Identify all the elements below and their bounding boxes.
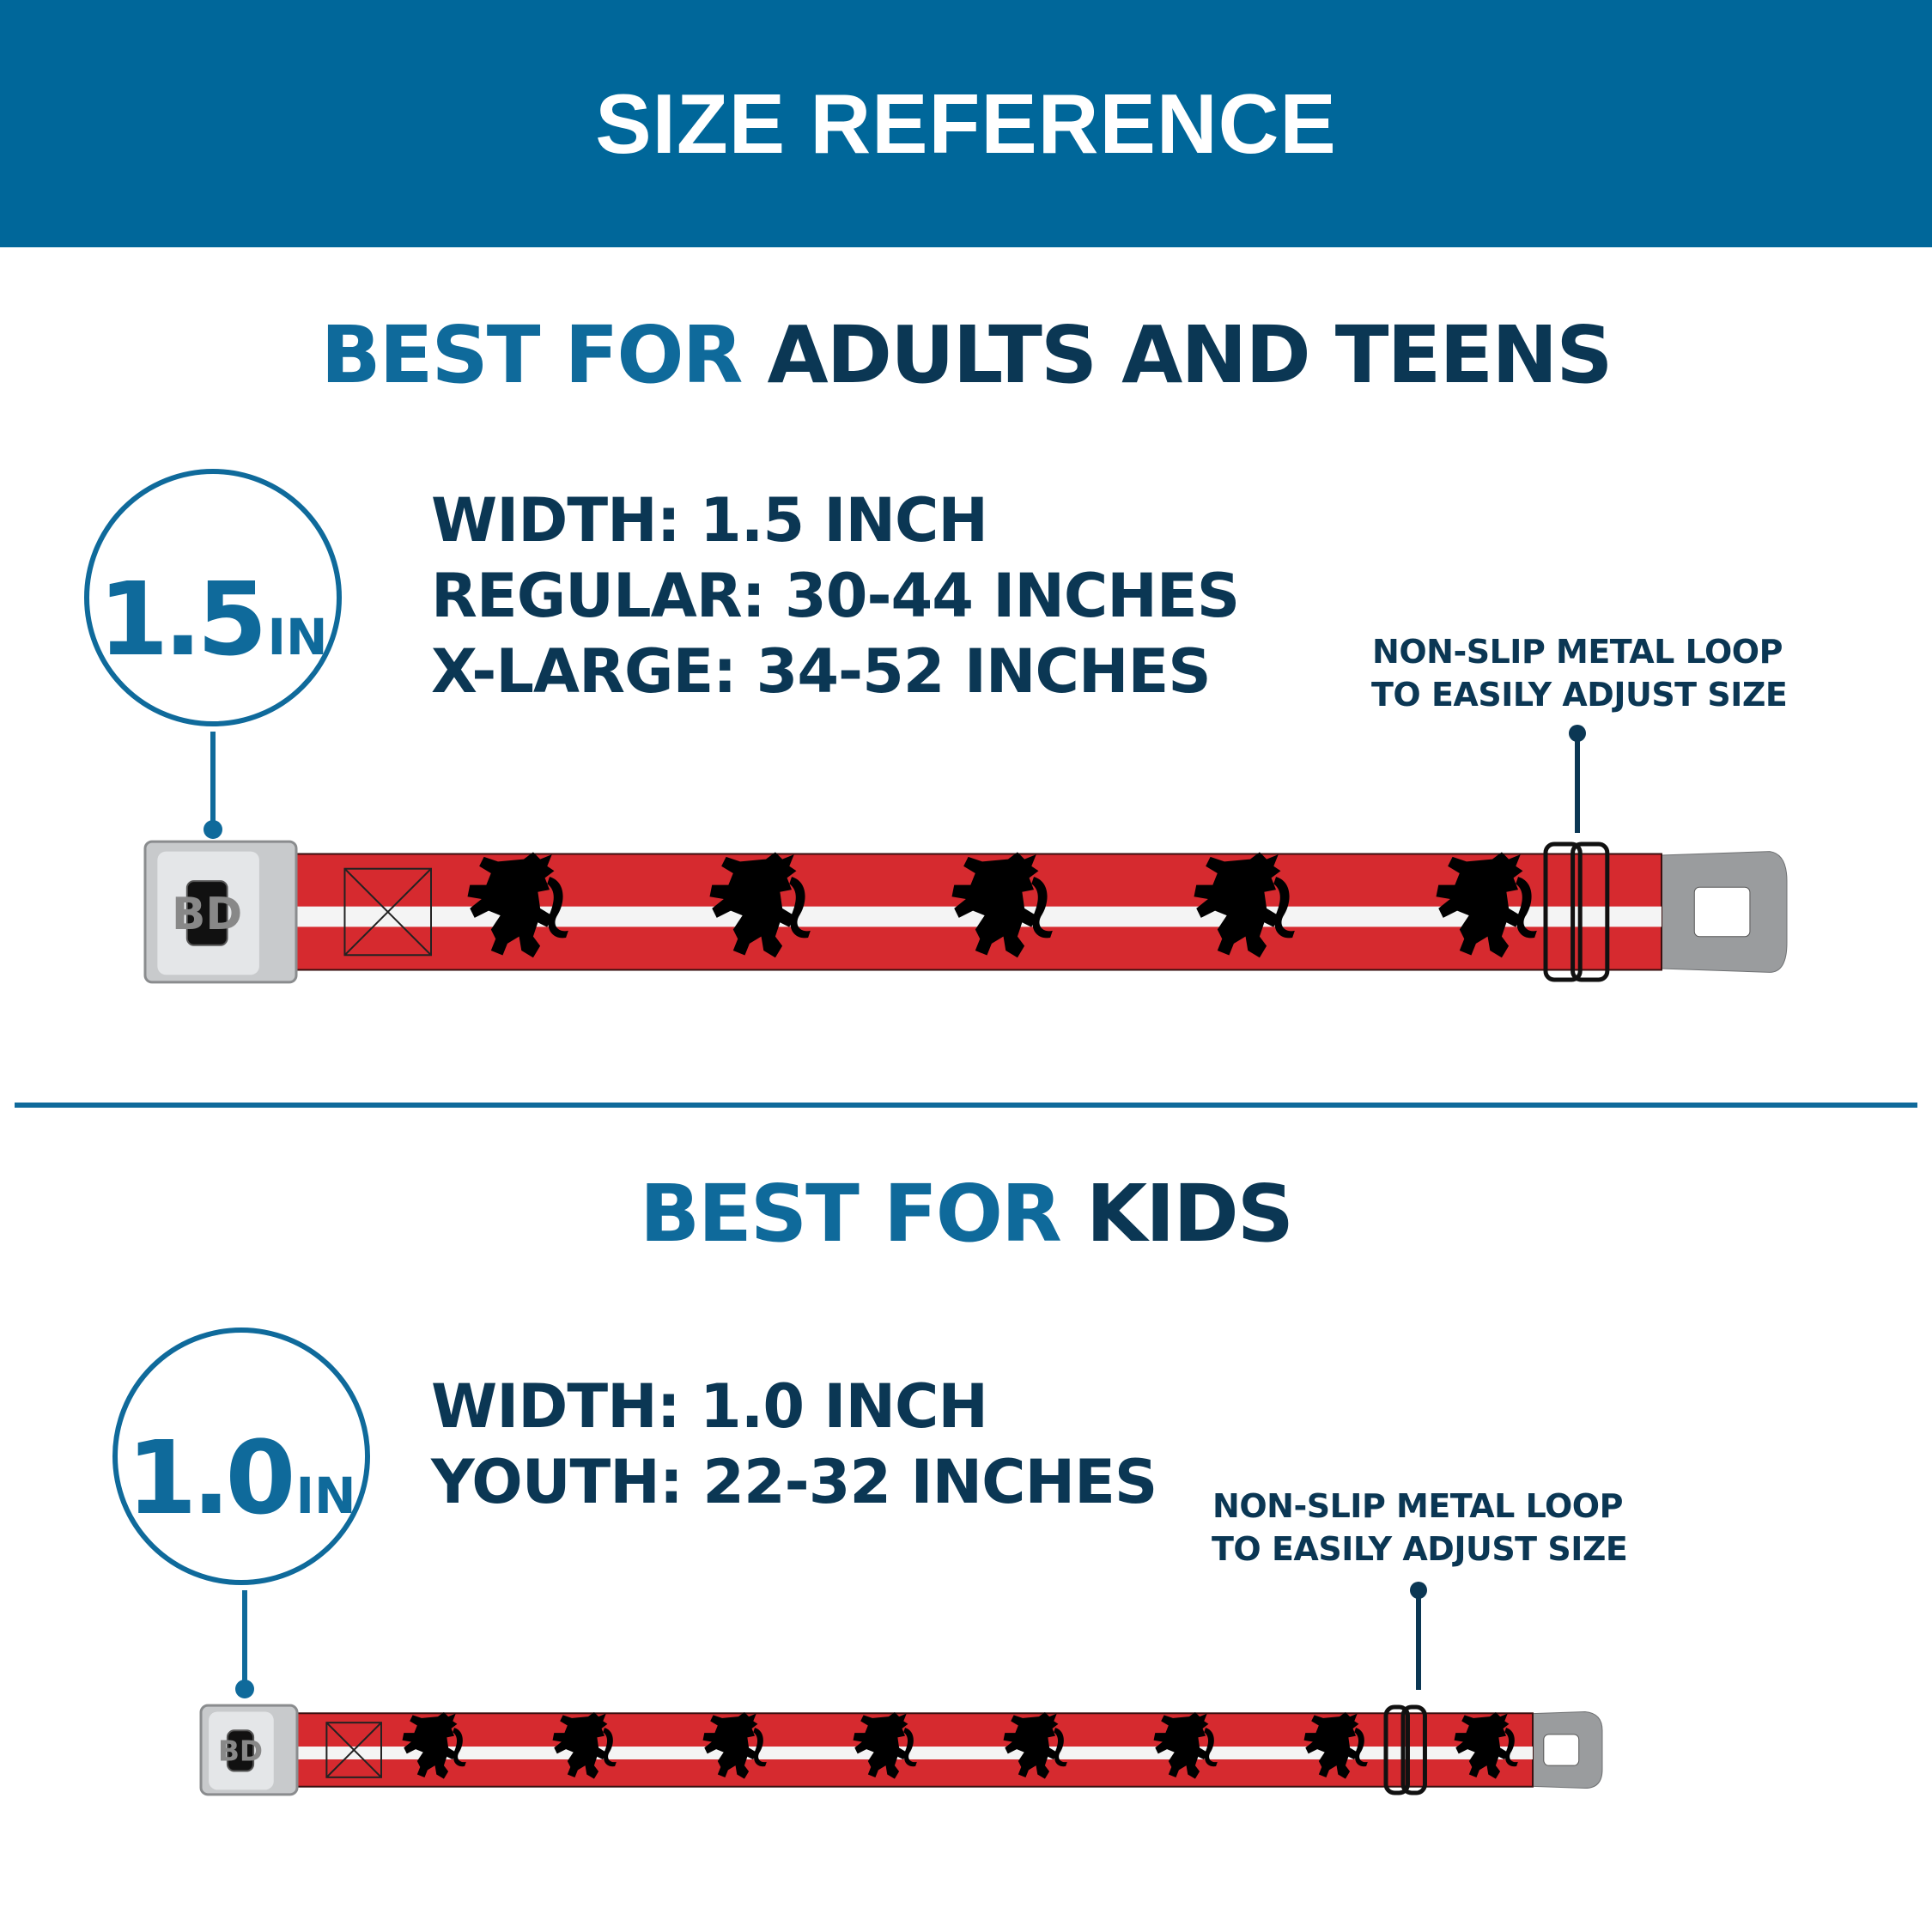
spec-width: WIDTH: 1.5 INCH	[431, 485, 988, 556]
lion-icon	[853, 1711, 917, 1779]
lion-shape	[467, 852, 568, 958]
kids-specs: WIDTH: 1.0 INCH YOUTH: 22-32 INCHES	[431, 1369, 1157, 1520]
buckle-logo-icon: BD	[172, 889, 242, 940]
tip-slot	[1543, 1734, 1580, 1766]
lion-shape	[709, 852, 811, 958]
badge-number: 1.5	[98, 560, 267, 678]
spec-width: WIDTH: 1.0 INCH	[431, 1371, 988, 1442]
lion-icon	[1454, 1711, 1518, 1779]
callout-line-1: NON-SLIP METAL LOOP	[1372, 633, 1783, 671]
strap-stripe	[295, 906, 1662, 927]
callout-line-2: TO EASILY ADJUST SIZE	[1212, 1530, 1628, 1568]
belt-adult-image: BD	[143, 840, 1788, 984]
header-title: SIZE REFERENCE	[595, 76, 1337, 171]
spec-xlarge: X-LARGE: 34-52 INCHES	[431, 636, 1212, 707]
section-divider	[15, 1103, 1917, 1108]
stitch-box	[325, 1722, 383, 1778]
callout-line-2: TO EASILY ADJUST SIZE	[1371, 676, 1788, 714]
buckle-logo-plate	[226, 1729, 255, 1772]
lion-icon	[1303, 1711, 1368, 1779]
lion-icon	[552, 1711, 617, 1779]
callout-line-1: NON-SLIP METAL LOOP	[1212, 1487, 1623, 1525]
metal-loop-back	[1400, 1704, 1427, 1795]
lion-icon	[1003, 1711, 1067, 1779]
lion-shape	[951, 852, 1053, 958]
lion-shape	[853, 1711, 917, 1779]
lion-icon	[951, 852, 1053, 958]
lion-icon	[1194, 852, 1295, 958]
lion-icon	[702, 1711, 767, 1779]
belt-kids-image: BD	[199, 1704, 1603, 1796]
kids-heading: BEST FOR KIDS	[0, 1168, 1932, 1260]
lion-icon	[1153, 1711, 1218, 1779]
badge-unit: IN	[267, 608, 328, 666]
spec-regular: REGULAR: 30-44 INCHES	[431, 561, 1240, 631]
adults-heading-accent: BEST FOR	[320, 309, 744, 401]
adults-heading: BEST FOR ADULTS AND TEENS	[0, 309, 1932, 401]
tip-slot	[1693, 886, 1751, 938]
metal-loop	[1543, 841, 1583, 982]
loop-callout-kids: NON-SLIP METAL LOOP TO EASILY ADJUST SIZ…	[1212, 1485, 1628, 1571]
lion-icon	[402, 1711, 466, 1779]
badge-number: 1.0	[126, 1419, 295, 1537]
stitch-cross	[343, 868, 432, 956]
metal-loop-back	[1571, 841, 1610, 982]
lion-icon	[467, 852, 568, 958]
lion-icon	[1436, 852, 1537, 958]
header-banner: SIZE REFERENCE	[0, 0, 1932, 247]
lion-shape	[552, 1711, 617, 1779]
stitch-cross	[325, 1722, 382, 1778]
badge-pointer-dot	[204, 820, 222, 839]
badge-pointer-line	[242, 1590, 247, 1686]
lion-shape	[1003, 1711, 1067, 1779]
kids-heading-main: KIDS	[1085, 1168, 1294, 1260]
metal-loop	[1383, 1704, 1410, 1795]
loop-callout-adult: NON-SLIP METAL LOOP TO EASILY ADJUST SIZ…	[1371, 630, 1788, 716]
lion-shape	[1153, 1711, 1218, 1779]
adults-heading-main: ADULTS AND TEENS	[767, 309, 1613, 401]
width-badge-adult: 1.5 IN	[84, 469, 342, 726]
width-badge-kids: 1.0 IN	[112, 1327, 370, 1585]
lion-shape	[402, 1711, 466, 1779]
kids-heading-accent: BEST FOR	[639, 1168, 1062, 1260]
stitch-box	[343, 867, 433, 957]
callout-line	[1575, 732, 1580, 833]
buckle-logo-icon: BD	[218, 1735, 263, 1768]
adult-specs: WIDTH: 1.5 INCH REGULAR: 30-44 INCHES X-…	[431, 483, 1240, 709]
lion-shape	[1436, 852, 1537, 958]
badge-pointer-line	[210, 732, 216, 826]
lion-shape	[702, 1711, 767, 1779]
lion-shape	[1303, 1711, 1368, 1779]
callout-line	[1416, 1589, 1421, 1690]
lion-shape	[1454, 1711, 1518, 1779]
badge-pointer-dot	[235, 1680, 254, 1698]
spec-youth: YOUTH: 22-32 INCHES	[431, 1447, 1157, 1517]
buckle-logo-plate	[185, 880, 228, 946]
lion-icon	[709, 852, 811, 958]
badge-unit: IN	[295, 1467, 356, 1525]
lion-shape	[1194, 852, 1295, 958]
